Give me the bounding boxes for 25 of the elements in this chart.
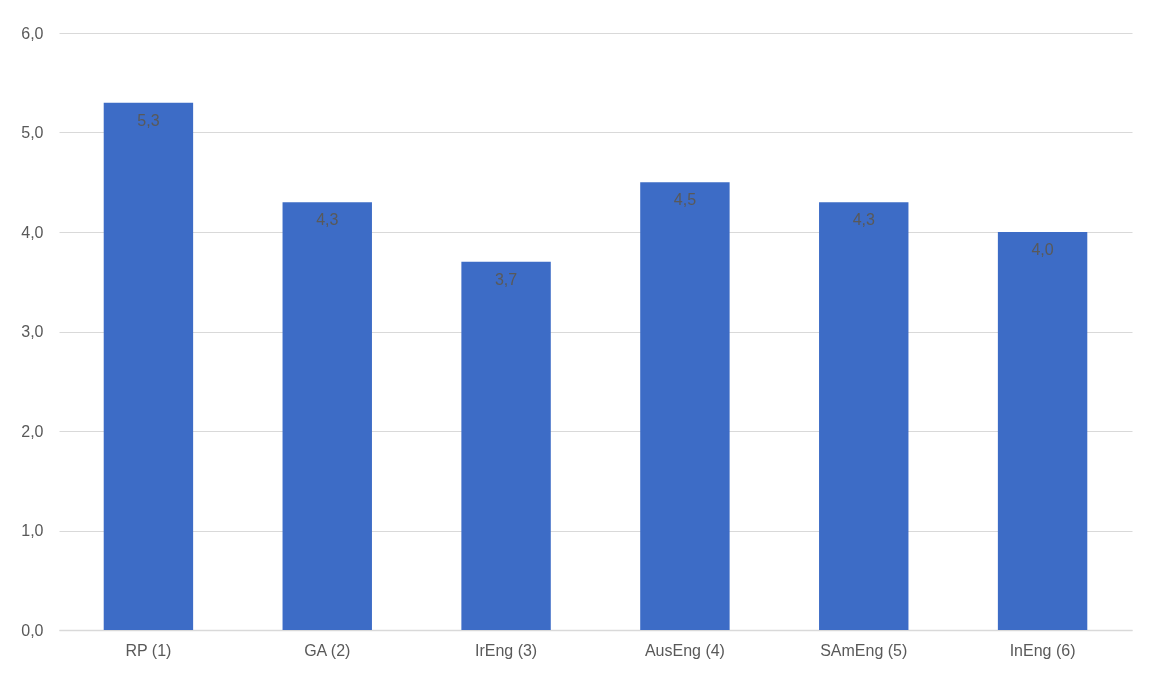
y-tick-label: 5,0: [21, 124, 44, 141]
x-tick-label: InEng (6): [1009, 641, 1076, 659]
data-label: 5,3: [137, 111, 160, 129]
x-tick-label: AusEng (4): [644, 641, 725, 659]
y-tick-label: 4,0: [21, 223, 44, 241]
x-tick-label: SAmEng (5): [820, 641, 908, 659]
y-tick-label: 6,0: [21, 24, 44, 42]
bar: [640, 182, 730, 630]
x-tick-label: GA (2): [304, 641, 351, 659]
y-tick-label: 1,0: [21, 522, 44, 539]
bar: [103, 102, 194, 630]
x-tick-label: RP (1): [125, 641, 172, 659]
y-tick-label: 2,0: [21, 422, 44, 440]
y-tick-label: 0,0: [21, 621, 44, 639]
y-tick-label: 3,0: [21, 323, 44, 340]
bar: [997, 232, 1088, 630]
data-label: 4,0: [1031, 241, 1054, 258]
x-tick-label: IrEng (3): [474, 641, 538, 659]
data-label: 3,7: [494, 270, 518, 288]
bar: [461, 261, 551, 630]
data-label: 4,3: [316, 211, 339, 229]
data-label: 4,3: [852, 211, 875, 229]
bar: [819, 202, 909, 630]
bar: [282, 202, 372, 630]
data-label: 4,5: [673, 191, 697, 209]
